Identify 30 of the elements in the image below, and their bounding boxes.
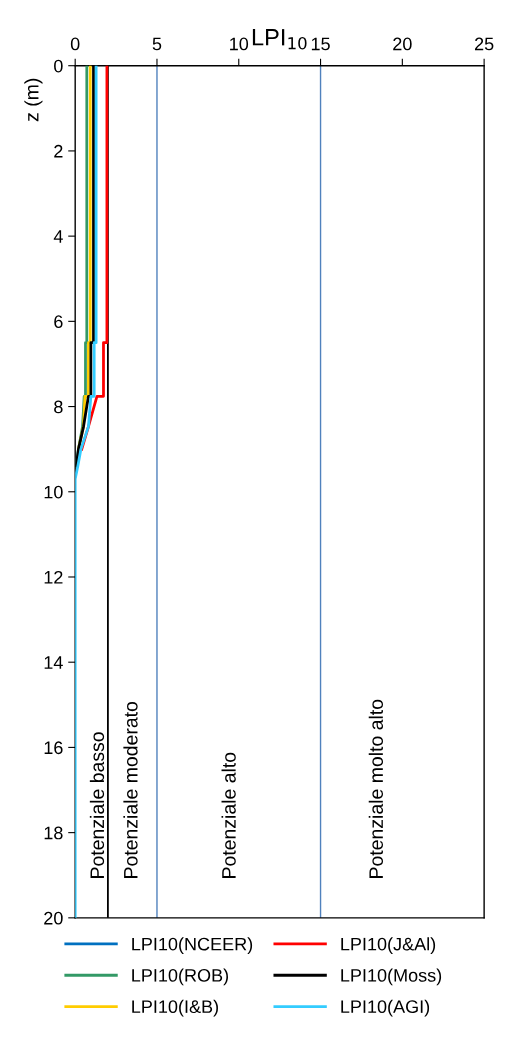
y-tick-label: 14	[44, 656, 63, 669]
annotation: Potenziale molto alto	[368, 699, 384, 878]
annotation: Potenziale moderato	[123, 701, 138, 878]
legend-label: LPI10(ROB)	[132, 968, 229, 986]
x-tick-label: 0	[70, 37, 80, 51]
line-series	[80, 65, 109, 451]
annotation: Potenziale basso	[89, 732, 105, 878]
y-axis-title: z (m)	[24, 78, 43, 122]
x-tick-label: 5	[152, 37, 162, 51]
x-tick-label: 15	[311, 37, 330, 51]
y-tick-label: 0	[54, 59, 63, 73]
annotation: Potenziale alto	[221, 752, 236, 878]
y-tick-label: 18	[44, 826, 63, 840]
legend-label: LPI10(Moss)	[341, 968, 442, 986]
y-tick-label: 12	[44, 570, 63, 584]
legend-label: LPI10(I&B)	[132, 999, 218, 1017]
x-tick-label: 10	[230, 37, 249, 51]
y-tick-label: 2	[54, 144, 63, 158]
legend-label: LPI10(J&Al)	[341, 937, 436, 955]
x-axis-title: LPI$_{10}$	[252, 29, 307, 50]
legend-label: LPI10(NCEER)	[132, 937, 253, 955]
y-tick-label: 16	[44, 741, 63, 755]
x-tick-label: 25	[474, 37, 494, 51]
x-tick-label: 20	[393, 37, 412, 51]
y-tick-label: 10	[44, 485, 63, 499]
y-tick-label: 4	[53, 230, 63, 243]
y-tick-label: 6	[54, 315, 63, 329]
y-tick-label: 20	[44, 911, 63, 925]
legend-label: LPI10(AGI)	[341, 999, 430, 1017]
y-tick-label: 8	[54, 400, 63, 414]
